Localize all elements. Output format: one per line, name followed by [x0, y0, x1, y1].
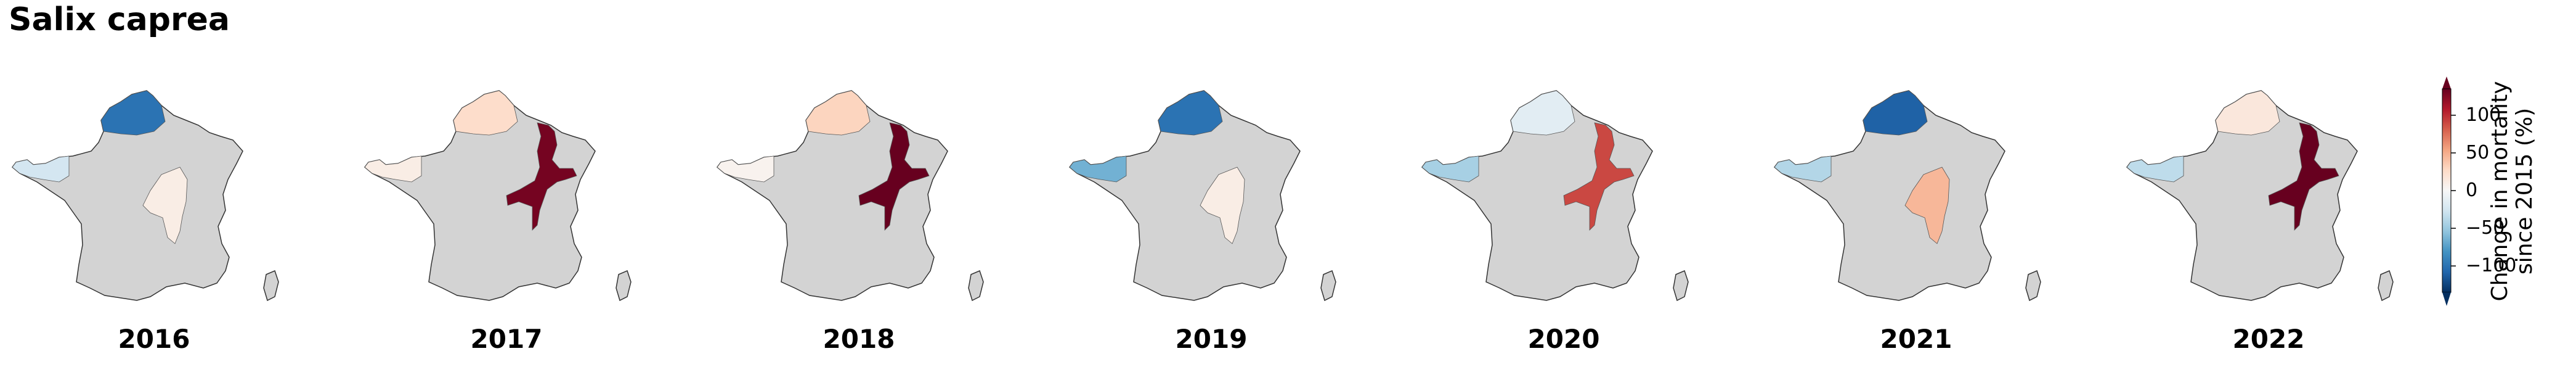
colorbar-extend-min	[2442, 292, 2451, 306]
region-normandy	[2215, 90, 2280, 136]
france-map-2016	[11, 90, 279, 302]
region-normandy	[1158, 90, 1223, 136]
region-brittany	[717, 155, 774, 183]
colorbar-title: Change in mortality since 2015 (%)	[2487, 62, 2537, 321]
map-title: Salix caprea	[9, 1, 230, 38]
colorbar-tick-label: −50	[2466, 217, 2505, 239]
panel-year-label: 2016	[118, 324, 190, 354]
region-brittany	[12, 155, 70, 183]
colorbar-tick-label: 0	[2466, 179, 2478, 201]
region-east	[1904, 167, 1950, 244]
region-northeast	[2268, 122, 2339, 231]
colorbar-bar	[2442, 88, 2452, 293]
france-map-2019	[1068, 90, 1336, 302]
corsica-outline	[616, 270, 632, 302]
region-northeast	[1563, 122, 1635, 231]
map-panel-2022: 2022	[2115, 59, 2423, 361]
panel-year-label: 2018	[823, 324, 895, 354]
region-northeast	[506, 122, 577, 231]
region-normandy	[100, 90, 166, 136]
region-brittany	[1069, 155, 1127, 183]
region-normandy	[1863, 90, 1928, 136]
panel-year-label: 2022	[2232, 324, 2305, 354]
corsica-outline	[1320, 270, 1336, 302]
region-brittany	[1421, 155, 1479, 183]
panel-year-label: 2017	[470, 324, 543, 354]
map-panel-2016: 2016	[0, 59, 308, 361]
colorbar-tick-label: 100	[2466, 104, 2501, 126]
region-east	[142, 167, 188, 244]
map-panel-2021: 2021	[1762, 59, 2070, 361]
corsica-outline	[1673, 270, 1689, 302]
colorbar-tick-label: −100	[2466, 255, 2517, 277]
france-map-2020	[1421, 90, 1689, 302]
colorbar-tick-label: 50	[2466, 141, 2490, 163]
france-map-2021	[1773, 90, 2041, 302]
france-map-2017	[364, 90, 632, 302]
colorbar-extend-max	[2442, 76, 2451, 89]
panel-year-label: 2020	[1527, 324, 1600, 354]
region-east	[1200, 167, 1245, 244]
france-map-2018	[716, 90, 984, 302]
region-brittany	[364, 155, 422, 183]
region-brittany	[1774, 155, 1832, 183]
region-northeast	[858, 122, 930, 231]
corsica-outline	[263, 270, 279, 302]
france-map-2022	[2126, 90, 2394, 302]
colorbar-title-line-1: Change in mortality	[2487, 81, 2513, 302]
map-panel-2019: 2019	[1057, 59, 1365, 361]
corsica-outline	[2025, 270, 2041, 302]
colorbar-title-line-2: since 2015 (%)	[2512, 107, 2537, 275]
region-normandy	[453, 90, 518, 136]
region-brittany	[2126, 155, 2184, 183]
map-panel-2018: 2018	[705, 59, 1013, 361]
region-normandy	[805, 90, 871, 136]
corsica-outline	[968, 270, 984, 302]
map-panel-2020: 2020	[1410, 59, 1718, 361]
map-panel-2017: 2017	[352, 59, 660, 361]
colorbar	[2442, 76, 2456, 306]
corsica-outline	[2378, 270, 2394, 302]
region-normandy	[1510, 90, 1575, 136]
panel-year-label: 2021	[1880, 324, 1952, 354]
panel-year-label: 2019	[1175, 324, 1248, 354]
